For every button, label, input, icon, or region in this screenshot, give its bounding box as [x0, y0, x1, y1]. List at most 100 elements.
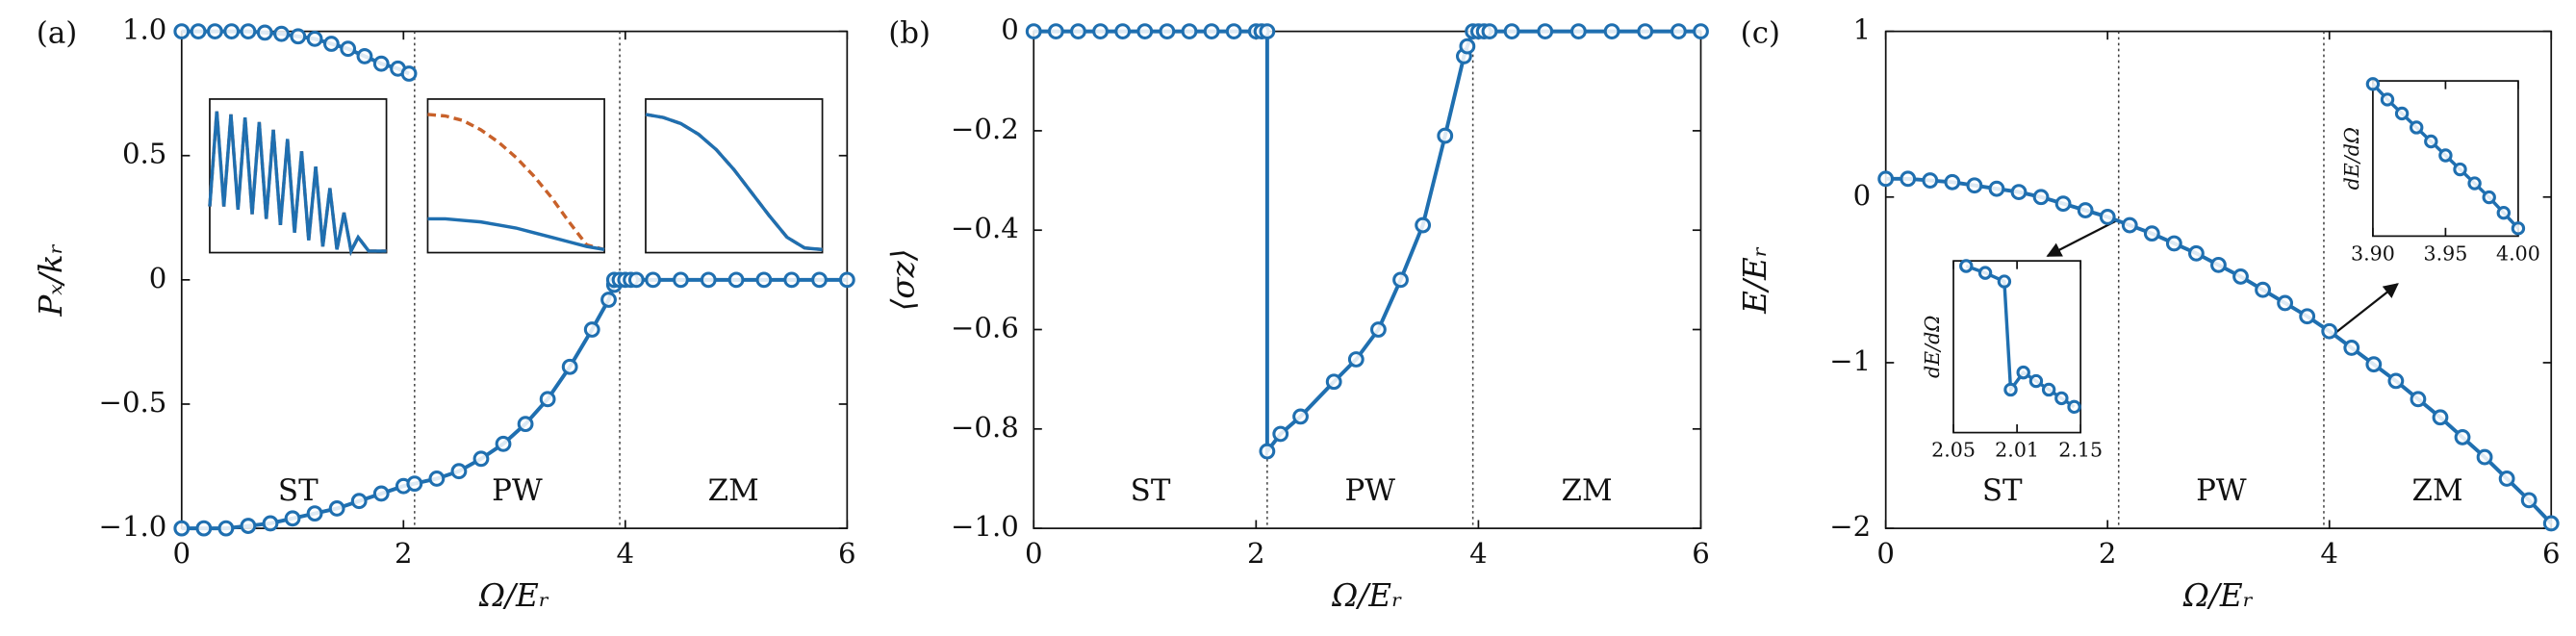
marker — [173, 520, 191, 537]
x-tick-label: 2 — [395, 537, 413, 570]
marker — [2255, 281, 2271, 298]
x-tick-label: 6 — [838, 537, 856, 570]
marker — [217, 520, 235, 537]
marker — [2496, 205, 2512, 220]
x-tick-label: 2 — [2099, 537, 2117, 570]
marker — [1537, 23, 1554, 40]
marker — [2067, 399, 2081, 415]
marker — [273, 25, 290, 42]
plot-frame — [209, 98, 388, 254]
marker — [1877, 170, 1895, 188]
marker — [1503, 23, 1520, 40]
marker — [811, 271, 828, 289]
marker — [1603, 23, 1620, 40]
region-label: ZM — [2412, 473, 2463, 508]
marker — [2380, 92, 2395, 107]
x-tick-label: 2.05 — [1931, 439, 1976, 462]
x-tick-label: 6 — [2542, 537, 2561, 570]
marker — [262, 515, 279, 532]
marker — [1272, 425, 1289, 443]
marker — [645, 271, 662, 289]
x-tick-label: 0 — [173, 537, 191, 570]
marker — [195, 520, 213, 537]
marker — [2424, 134, 2438, 149]
y-axis-label: dE/dΩ — [1921, 316, 1944, 378]
marker — [372, 55, 390, 72]
y-tick-label: 1 — [1853, 13, 1872, 46]
line — [1885, 176, 2553, 525]
marker — [328, 500, 345, 517]
marker — [1392, 271, 1409, 289]
marker — [1437, 127, 1454, 144]
marker — [1977, 266, 1993, 280]
y-tick-label: −2 — [1829, 510, 1871, 543]
marker — [2121, 216, 2138, 234]
y-tick-label: −0.6 — [951, 312, 1019, 344]
marker — [2010, 184, 2028, 201]
marker — [1203, 23, 1220, 40]
marker — [2365, 356, 2383, 373]
marker — [2467, 176, 2482, 191]
marker — [290, 28, 307, 45]
x-tick-label: 6 — [1692, 537, 1710, 570]
region-label: ZM — [708, 473, 759, 508]
marker — [356, 48, 373, 64]
panel-label: (c) — [1741, 16, 1780, 51]
x-tick-label: 4 — [617, 537, 635, 570]
marker — [2438, 148, 2453, 163]
marker — [1959, 259, 1974, 273]
y-axis-label: Pₓ/kᵣ — [33, 243, 69, 318]
marker — [306, 505, 323, 522]
marker — [2454, 429, 2471, 445]
x-tick-label: 4.00 — [2496, 242, 2540, 265]
region-label: ST — [278, 473, 319, 508]
marker — [583, 321, 600, 338]
region-label: ST — [1982, 473, 2023, 508]
marker — [1459, 38, 1476, 55]
y-tick-label: 1.0 — [122, 13, 166, 46]
marker — [2210, 256, 2227, 273]
marker — [1347, 351, 1365, 368]
marker — [627, 271, 645, 289]
marker — [1569, 23, 1587, 40]
marker — [1670, 23, 1687, 40]
marker — [2054, 391, 2069, 406]
marker — [2432, 409, 2449, 426]
marker — [1900, 170, 1917, 188]
x-tick-label: 2.01 — [1995, 439, 2039, 462]
marker — [1370, 321, 1387, 338]
marker — [350, 493, 368, 510]
marker — [783, 271, 801, 289]
y-tick-label: −0.5 — [99, 386, 167, 419]
marker — [340, 40, 357, 58]
marker — [2453, 162, 2467, 177]
y-tick-label: 0 — [1853, 179, 1872, 212]
marker — [727, 271, 745, 289]
marker — [700, 271, 717, 289]
marker — [2032, 189, 2050, 206]
line — [1033, 29, 1701, 457]
line — [427, 216, 605, 252]
plot-frame — [1884, 30, 2553, 529]
marker — [2054, 195, 2072, 213]
marker — [2476, 448, 2493, 466]
marker — [561, 358, 578, 375]
marker — [2511, 221, 2526, 236]
marker — [1415, 216, 1432, 234]
marker — [2299, 308, 2316, 325]
panel-label: (a) — [37, 16, 78, 51]
marker — [1070, 23, 1086, 40]
marker — [1922, 172, 1939, 189]
marker — [2410, 391, 2427, 408]
marker — [1325, 373, 1342, 391]
marker — [406, 475, 423, 493]
y-tick-label: −0.8 — [951, 411, 1019, 444]
y-axis-label: E/Eᵣ — [1737, 246, 1773, 315]
line — [645, 113, 823, 252]
marker — [1092, 23, 1109, 40]
marker — [372, 485, 390, 502]
marker — [2498, 471, 2515, 487]
x-axis-label: Ω/Eᵣ — [2182, 577, 2254, 614]
marker — [1997, 274, 2012, 289]
